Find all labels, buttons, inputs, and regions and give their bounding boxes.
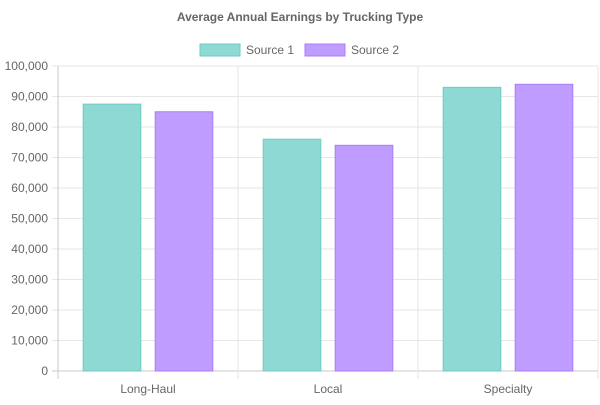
legend-label-source-2: Source 2: [351, 43, 399, 57]
x-tick-label: Specialty: [484, 382, 533, 396]
bars: [82, 83, 574, 372]
y-tick-label: 60,000: [11, 181, 48, 195]
bar-source-1-long-haul[interactable]: [82, 103, 142, 372]
y-tick-label: 50,000: [11, 212, 48, 226]
x-tick-label: Long-Haul: [120, 382, 175, 396]
y-tick-label: 20,000: [11, 303, 48, 317]
chart-title: Average Annual Earnings by Trucking Type: [177, 10, 424, 24]
y-tick-label: 70,000: [11, 151, 48, 165]
legend: Source 1 Source 2: [199, 43, 399, 57]
y-tick-label: 40,000: [11, 242, 48, 256]
y-tick-label: 0: [41, 364, 48, 378]
grid-lines: [52, 65, 599, 379]
bar-source-2-local[interactable]: [334, 144, 394, 372]
x-tick-label: Local: [314, 382, 343, 396]
bar-source-1-specialty[interactable]: [442, 86, 502, 372]
legend-swatch-source-2: [304, 43, 346, 57]
legend-label-source-1: Source 1: [246, 43, 294, 57]
y-tick-label: 80,000: [11, 120, 48, 134]
bar-source-2-long-haul[interactable]: [154, 111, 214, 372]
y-tick-label: 10,000: [11, 334, 48, 348]
y-tick-label: 100,000: [5, 59, 49, 73]
y-axis: 0 10,000 20,000 30,000 40,000 50,000 60,000 70,…: [5, 59, 49, 378]
legend-item-source-1[interactable]: Source 1: [199, 43, 294, 57]
y-tick-label: 30,000: [11, 273, 48, 287]
y-tick-label: 90,000: [11, 90, 48, 104]
legend-item-source-2[interactable]: Source 2: [304, 43, 399, 57]
x-axis: Long-Haul Local Specialty: [120, 382, 532, 396]
bar-source-2-specialty[interactable]: [514, 83, 574, 372]
bar-source-1-local[interactable]: [262, 138, 322, 372]
legend-swatch-source-1: [199, 43, 241, 57]
